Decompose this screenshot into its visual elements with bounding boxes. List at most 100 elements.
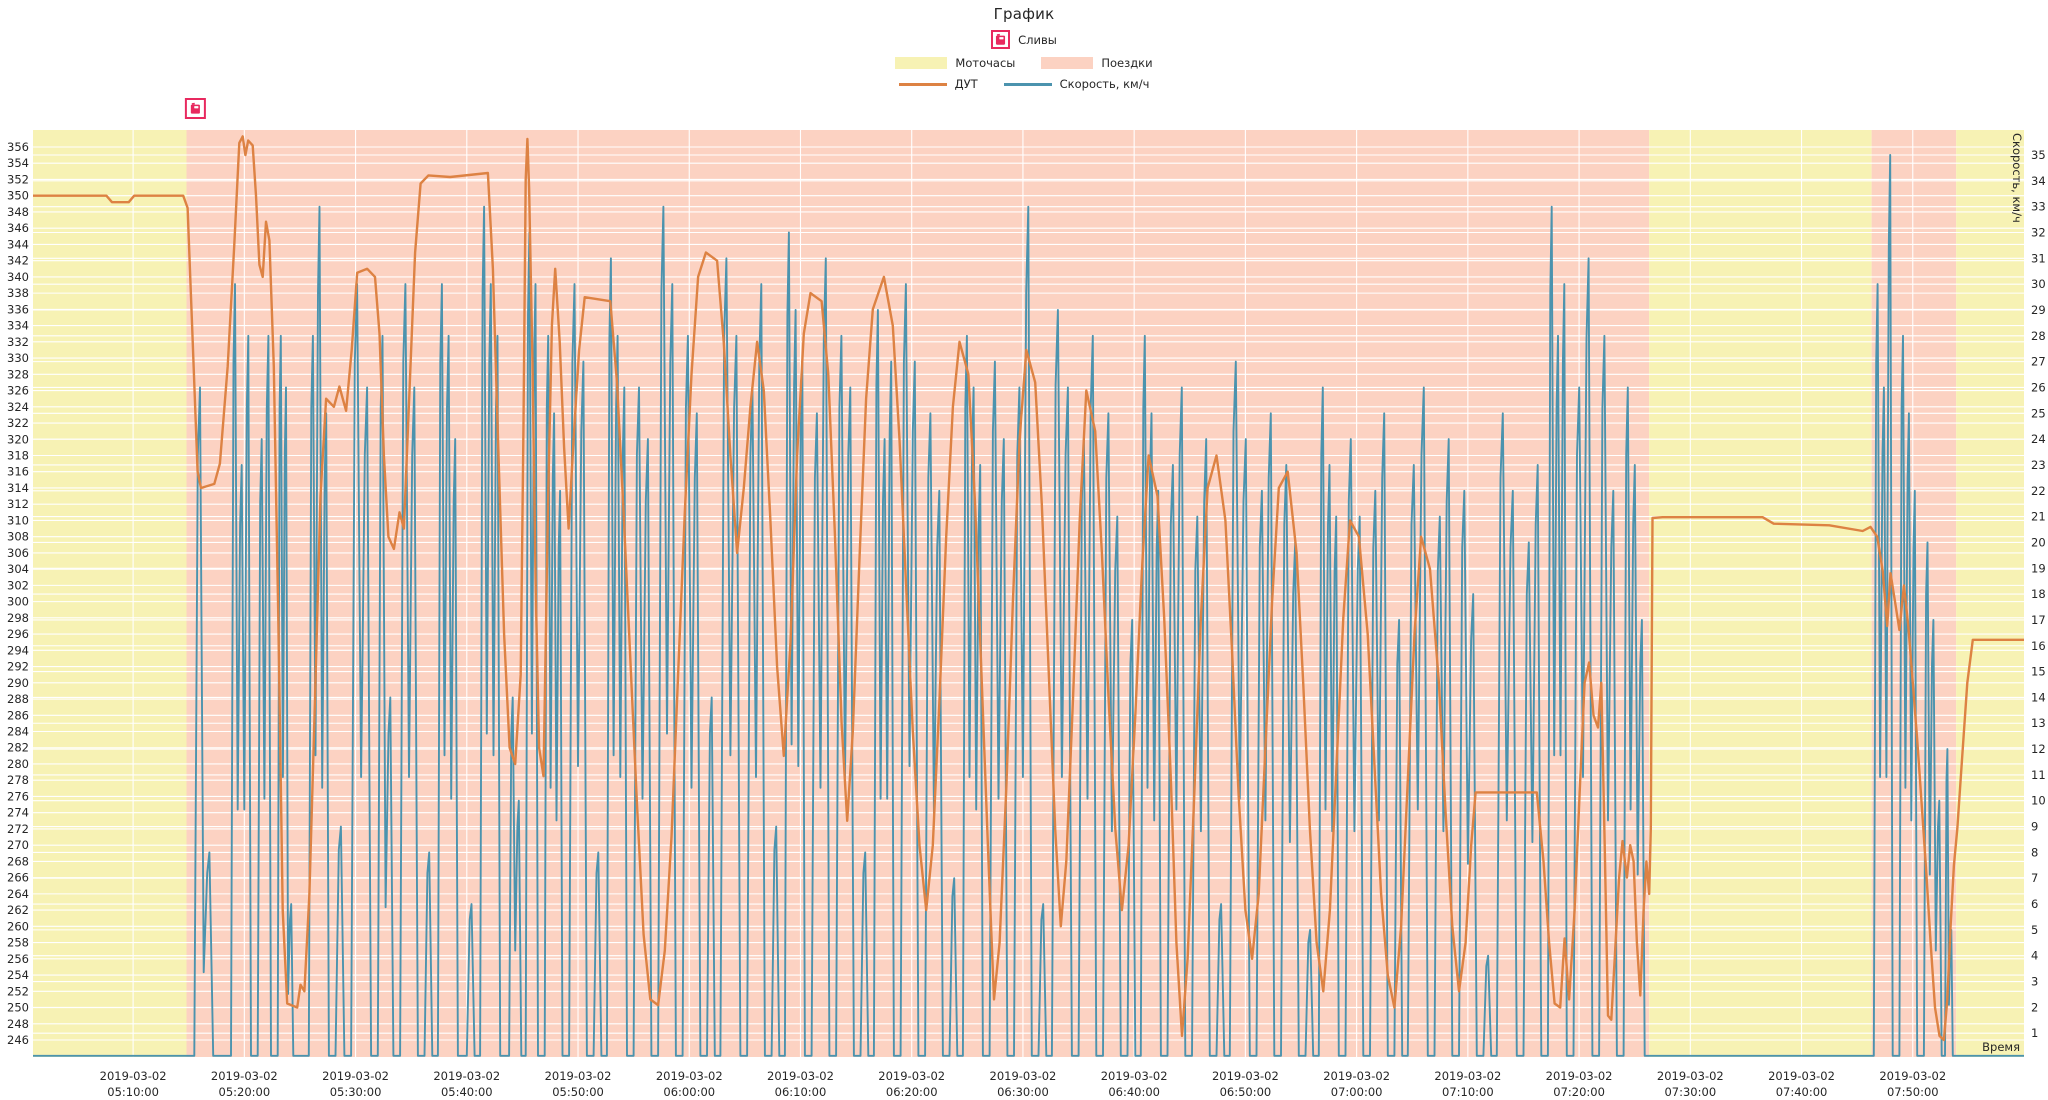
y-right-tick-label: 33 (2031, 200, 2046, 214)
y-left-tick-label: 302 (7, 578, 29, 592)
y-left-tick-label: 310 (7, 513, 29, 527)
y-left-tick-label: 346 (7, 221, 29, 235)
x-tick-label: 2019-03-02 07:20:00 (1546, 1069, 1613, 1099)
legend-row-lines: ДУТ Скорость, км/ч (898, 77, 1149, 91)
y-right-tick-label: 21 (2031, 510, 2046, 524)
chart-title: График (993, 5, 1055, 23)
x-tick-label: 2019-03-02 05:50:00 (545, 1069, 612, 1099)
x-axis: 2019-03-02 05:10:00 2019-03-02 05:20:00 2019… (100, 1069, 1947, 1099)
band-motohours (1649, 130, 1872, 1057)
y-right-tick-label: 14 (2031, 690, 2046, 704)
motohours-swatch (895, 57, 948, 69)
x-tick-label: 2019-03-02 06:20:00 (878, 1069, 945, 1099)
fuel-line-swatch (898, 82, 947, 86)
y-right-tick-label: 19 (2031, 561, 2046, 575)
y-right-tick-label: 7 (2031, 871, 2038, 885)
y-right-tick-label: 30 (2031, 277, 2046, 291)
legend-item-trips[interactable]: Поездки (1041, 56, 1153, 70)
y-left-tick-label: 254 (7, 968, 29, 982)
drain-marker[interactable] (184, 98, 206, 119)
y-left-tick-label: 330 (7, 351, 29, 365)
legend-row-drains: Сливы (991, 30, 1057, 49)
x-tick-label: 2019-03-02 07:10:00 (1434, 1069, 1501, 1099)
y-left-tick-label: 264 (7, 887, 29, 901)
y-left-tick-label: 262 (7, 903, 29, 917)
y-right-tick-label: 3 (2031, 975, 2038, 989)
canister-body (190, 104, 200, 114)
y-left-tick-label: 324 (7, 400, 29, 414)
y-left-tick-label: 292 (7, 660, 29, 674)
y-left-tick-label: 326 (7, 384, 29, 398)
y-right-tick-label: 10 (2031, 794, 2046, 808)
y-right-tick-label: 23 (2031, 458, 2046, 472)
x-tick-label: 2019-03-02 05:10:00 (100, 1069, 167, 1099)
trips-swatch (1041, 57, 1094, 69)
y-right-tick-label: 8 (2031, 845, 2038, 859)
x-tick-label: 2019-03-02 07:50:00 (1879, 1069, 1946, 1099)
y-right-tick-label: 27 (2031, 355, 2046, 369)
legend-label-drains: Сливы (1018, 32, 1057, 47)
y-left-tick-label: 314 (7, 481, 29, 495)
speed-line-swatch (1003, 82, 1052, 86)
x-axis-title: Время (1982, 1040, 2020, 1054)
y-right-tick-label: 32 (2031, 225, 2046, 239)
band-motohours (1956, 130, 2024, 1057)
y-right-tick-label: 15 (2031, 665, 2046, 679)
x-tick-label: 2019-03-02 07:30:00 (1657, 1069, 1724, 1099)
y-left-tick-label: 356 (7, 140, 29, 154)
y-left-tick-label: 322 (7, 416, 29, 430)
y-left-axis: 356 354 352 350 348 346 344 342 340 338 336 334 332 3… (7, 140, 29, 1047)
y-left-tick-label: 354 (7, 156, 29, 170)
y-left-tick-label: 246 (7, 1033, 29, 1047)
y-left-tick-label: 350 (7, 189, 29, 203)
y-right-tick-label: 24 (2031, 432, 2046, 446)
y-right-tick-label: 25 (2031, 406, 2046, 420)
y-left-tick-label: 296 (7, 627, 29, 641)
x-tick-label: 2019-03-02 06:00:00 (656, 1069, 723, 1099)
y-right-tick-label: 16 (2031, 639, 2046, 653)
legend-item-fuel[interactable]: ДУТ (898, 77, 978, 91)
legend-item-motohours[interactable]: Моточасы (895, 56, 1015, 70)
legend-item-speed[interactable]: Скорость, км/ч (1003, 77, 1149, 91)
y-left-tick-label: 304 (7, 562, 29, 576)
fuel-line (33, 135, 2024, 1042)
canister-slot (194, 106, 199, 109)
y-right-tick-label: 12 (2031, 742, 2046, 756)
y-left-tick-label: 344 (7, 237, 29, 251)
y-left-tick-label: 270 (7, 838, 29, 852)
y-right-tick-label: 11 (2031, 768, 2046, 782)
y-left-tick-label: 308 (7, 530, 29, 544)
y-left-tick-label: 250 (7, 1001, 29, 1015)
y-left-tick-label: 282 (7, 741, 29, 755)
band-motohours (33, 130, 187, 1057)
y-left-tick-label: 290 (7, 676, 29, 690)
y-left-tick-label: 274 (7, 806, 29, 820)
speed-line (33, 154, 2024, 1057)
y-left-tick-label: 288 (7, 692, 29, 706)
legend-item-drains[interactable]: Сливы (991, 30, 1057, 49)
y-right-tick-label: 26 (2031, 380, 2046, 394)
y-right-tick-label: 17 (2031, 613, 2046, 627)
y-left-tick-label: 276 (7, 789, 29, 803)
y-left-tick-label: 336 (7, 302, 29, 316)
y-right-axis: 3534333231302928272625242322212019181716… (2031, 148, 2046, 1040)
legend-label-fuel: ДУТ (954, 77, 978, 91)
y-left-tick-label: 266 (7, 871, 29, 885)
y-right-tick-label: 31 (2031, 251, 2046, 265)
x-tick-label: 2019-03-02 06:10:00 (767, 1069, 834, 1099)
y-left-tick-label: 348 (7, 205, 29, 219)
x-tick-label: 2019-03-02 05:40:00 (433, 1069, 500, 1099)
y-left-tick-label: 298 (7, 611, 29, 625)
y-left-tick-label: 342 (7, 254, 29, 268)
y-right-tick-label: 9 (2031, 820, 2038, 834)
y-right-tick-label: 22 (2031, 484, 2046, 498)
y-left-tick-label: 316 (7, 465, 29, 479)
y-left-tick-label: 268 (7, 854, 29, 868)
y-right-axis-title: Скорость, км/ч (2010, 133, 2024, 223)
y-right-tick-label: 5 (2031, 923, 2038, 937)
y-left-tick-label: 272 (7, 822, 29, 836)
drain-canister-icon (991, 30, 1011, 49)
y-left-tick-label: 256 (7, 952, 29, 966)
y-left-tick-label: 280 (7, 757, 29, 771)
